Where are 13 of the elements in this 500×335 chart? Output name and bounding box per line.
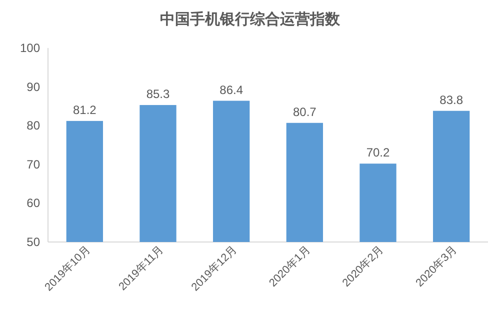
data-label: 83.8 — [440, 92, 464, 107]
y-tick-label: 60 — [26, 196, 40, 210]
data-label: 80.7 — [292, 104, 317, 119]
data-label: 86.4 — [220, 82, 244, 97]
data-label: 70.2 — [366, 146, 390, 160]
y-tick-label: 90 — [26, 80, 40, 94]
y-tick-label: 100 — [20, 41, 40, 55]
data-label: 85.3 — [146, 87, 170, 102]
y-tick-label: 80 — [26, 118, 40, 133]
data-label: 81.2 — [72, 102, 97, 117]
chart-title: 中国手机银行综合运营指数 — [160, 11, 341, 28]
y-tick-label: 70 — [26, 157, 40, 172]
y-tick-label: 50 — [26, 235, 40, 249]
